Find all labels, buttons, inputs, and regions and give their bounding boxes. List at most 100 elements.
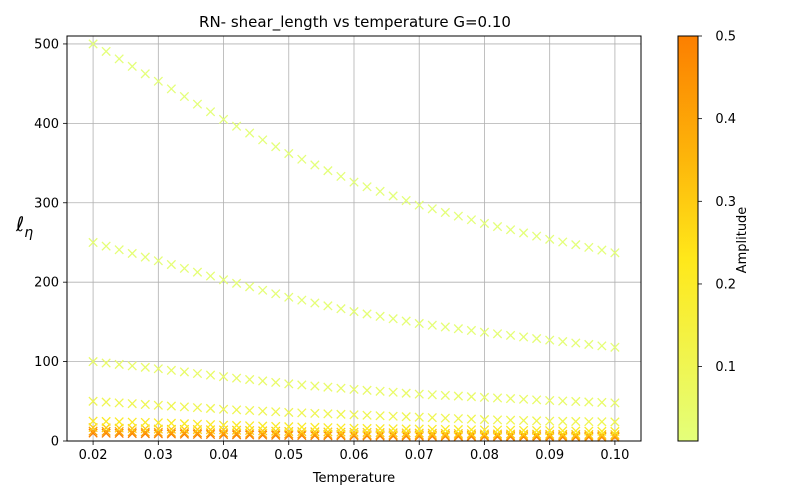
data-point (284, 407, 294, 418)
data-point (179, 419, 190, 429)
data-point (88, 237, 98, 248)
data-point (453, 211, 464, 221)
data-point (218, 428, 229, 438)
data-point (88, 396, 98, 406)
data-point (258, 376, 268, 386)
data-point (127, 248, 137, 259)
x-tick-label: 0.05 (274, 448, 303, 463)
data-point (440, 390, 450, 401)
data-point (453, 424, 464, 435)
data-point (492, 415, 503, 425)
data-point (231, 428, 242, 438)
data-point (505, 432, 516, 442)
data-point (427, 390, 437, 400)
colorbar-tick-label: 0.2 (715, 277, 736, 292)
data-point (518, 228, 529, 238)
x-tick-label: 0.02 (79, 448, 108, 463)
data-point (310, 430, 320, 441)
data-point (571, 426, 581, 436)
y-tick-label: 500 (34, 37, 59, 52)
data-point (505, 330, 516, 341)
data-point (244, 421, 255, 431)
data-point (571, 429, 581, 440)
data-point (388, 411, 398, 421)
data-point (336, 171, 346, 182)
data-point (88, 356, 98, 367)
data-point (545, 234, 555, 244)
data-point (505, 393, 516, 404)
data-point (558, 237, 568, 247)
x-axis-ticks: 0.02 0.03 0.04 0.05 0.06 0.07 0.08 0.09 0.10 (79, 441, 629, 463)
data-point (166, 84, 177, 94)
data-point (114, 426, 124, 437)
data-point (153, 256, 163, 266)
y-tick-label: 400 (34, 117, 59, 132)
x-tick-label: 0.06 (340, 448, 369, 463)
data-point (610, 429, 620, 440)
data-point (505, 415, 516, 425)
data-point (258, 421, 268, 431)
data-point (492, 425, 503, 435)
data-point (88, 426, 98, 436)
data-point (297, 430, 307, 441)
x-tick-label: 0.04 (209, 448, 238, 463)
data-point (597, 417, 607, 427)
data-point (505, 225, 516, 235)
data-point (531, 333, 542, 344)
data-point (597, 397, 607, 408)
data-point (310, 160, 320, 170)
data-point (323, 429, 333, 439)
data-point (558, 396, 568, 406)
data-point (414, 428, 424, 438)
data-point (440, 413, 450, 423)
data-point (179, 263, 190, 274)
data-point (271, 407, 281, 417)
data-point (453, 391, 464, 401)
data-point (571, 396, 581, 407)
data-point (179, 367, 190, 377)
data-point (166, 418, 177, 428)
data-point (205, 271, 216, 281)
y-tick-label: 200 (34, 276, 59, 291)
data-point (166, 401, 177, 411)
data-point (597, 245, 607, 255)
data-point (349, 177, 359, 187)
data-point (401, 412, 411, 422)
data-point (414, 431, 424, 441)
data-point (310, 429, 320, 439)
data-point (453, 413, 464, 424)
data-point (244, 128, 255, 138)
x-tick-label: 0.08 (470, 448, 499, 463)
data-point (218, 114, 229, 125)
data-point (271, 289, 281, 299)
data-point (336, 427, 346, 437)
data-point (244, 374, 255, 385)
data-point (531, 395, 542, 405)
data-point (231, 420, 242, 431)
data-point (297, 422, 307, 432)
data-point (271, 142, 281, 152)
data-point (531, 416, 542, 426)
data-point (179, 427, 190, 438)
data-point (284, 379, 294, 389)
data-point (218, 372, 229, 382)
x-tick-label: 0.03 (144, 448, 173, 463)
data-point (114, 245, 124, 255)
data-point (127, 61, 137, 71)
data-point (271, 421, 281, 432)
data-point (297, 380, 307, 390)
data-point (531, 231, 542, 241)
y-tick-label: 100 (34, 355, 59, 370)
data-point (349, 410, 359, 420)
data-point (231, 278, 242, 288)
data-point (375, 423, 385, 434)
data-point (258, 428, 268, 439)
data-point (336, 304, 346, 314)
data-point (375, 431, 385, 441)
data-point (466, 425, 477, 435)
data-point (323, 166, 333, 176)
data-point (518, 429, 529, 439)
data-point (323, 431, 333, 441)
data-point (192, 402, 203, 413)
data-point (284, 429, 294, 439)
